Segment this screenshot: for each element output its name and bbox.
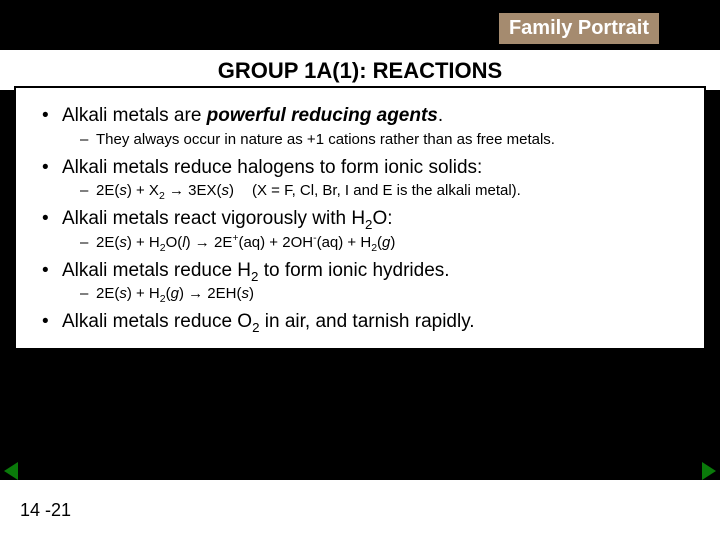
- eq3-b: ) + H: [127, 234, 160, 251]
- eq4-b: ) + H: [127, 285, 160, 302]
- eq2-c: → 3EX(: [165, 182, 222, 199]
- eq2-a: 2E(: [96, 182, 119, 199]
- page-number: 14 -21: [16, 499, 75, 522]
- state-s-4: s: [119, 285, 127, 302]
- eq2-d: ): [229, 182, 234, 199]
- subbullet-1: They always occur in nature as +1 cation…: [80, 131, 694, 150]
- footer-strip: [0, 480, 720, 540]
- bullet-1: Alkali metals are powerful reducing agen…: [42, 104, 694, 128]
- bullet-4-post: to form ionic hydrides.: [258, 260, 449, 281]
- prev-arrow-icon[interactable]: [4, 462, 18, 480]
- subbullet-3: 2E(s) + H2O(l) → 2E+(aq) + 2OH-(aq) + H2…: [80, 234, 694, 253]
- state-s-3: s: [119, 234, 127, 251]
- subbullet-2: 2E(s) + X2 → 3EX(s)(X = F, Cl, Br, I and…: [80, 182, 694, 201]
- eq3-f: (aq) + H: [317, 234, 372, 251]
- bullet-4-pre: Alkali metals reduce H: [62, 260, 251, 281]
- eq4-a: 2E(: [96, 285, 119, 302]
- eq3-a: 2E(: [96, 234, 119, 251]
- eq3-c: O(: [166, 234, 183, 251]
- bullet-3-post: O:: [372, 208, 392, 229]
- bullet-2: Alkali metals reduce halogens to form io…: [42, 156, 694, 180]
- bullet-1-post: .: [438, 105, 443, 126]
- eq3-d: ) → 2E: [186, 234, 233, 251]
- bullet-1-pre: Alkali metals are: [62, 105, 207, 126]
- bullet-1-em: powerful reducing agents: [207, 105, 438, 126]
- state-s-2: s: [221, 182, 229, 199]
- eq2-b: ) + X: [127, 182, 159, 199]
- bullet-3: Alkali metals react vigorously with H2O:: [42, 207, 694, 231]
- state-s-5: s: [241, 285, 249, 302]
- eq3-h: ): [390, 234, 395, 251]
- bullet-5: Alkali metals reduce O2 in air, and tarn…: [42, 310, 694, 334]
- subbullet-4: 2E(s) + H2(g) → 2EH(s): [80, 285, 694, 304]
- eq2-note: (X = F, Cl, Br, I and E is the alkali me…: [252, 182, 521, 199]
- eq4-e: ): [249, 285, 254, 302]
- state-s-1: s: [119, 182, 127, 199]
- eq4-d: ) → 2EH(: [179, 285, 242, 302]
- bullet-5-post: in air, and tarnish rapidly.: [259, 311, 474, 332]
- bullet-4: Alkali metals reduce H2 to form ionic hy…: [42, 259, 694, 283]
- bullet-3-pre: Alkali metals react vigorously with H: [62, 208, 365, 229]
- eq3-e: (aq) + 2OH: [238, 234, 313, 251]
- next-arrow-icon[interactable]: [702, 462, 716, 480]
- content-box: Alkali metals are powerful reducing agen…: [14, 86, 706, 350]
- state-g-2: g: [171, 285, 179, 302]
- slide-heading: GROUP 1A(1): REACTIONS: [0, 56, 720, 84]
- bullet-5-pre: Alkali metals reduce O: [62, 311, 252, 332]
- family-portrait-badge: Family Portrait: [498, 12, 660, 45]
